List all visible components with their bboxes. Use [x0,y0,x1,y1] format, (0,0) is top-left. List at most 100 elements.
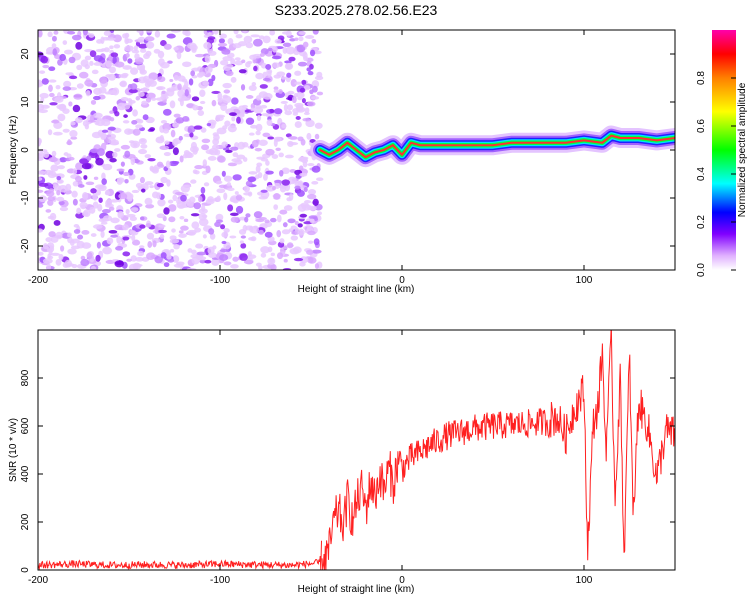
noise-speckle [124,150,131,158]
noise-speckle [234,191,239,195]
noise-speckle [84,79,94,87]
noise-speckle [169,238,180,244]
noise-speckle [120,161,125,167]
noise-speckle [147,241,153,248]
noise-speckle [202,80,209,86]
noise-speckle [107,90,117,95]
noise-speckle [273,192,281,200]
noise-speckle [119,80,128,88]
noise-speckle [96,39,103,44]
snr-y-tick-label: 600 [20,417,31,434]
noise-speckle [46,190,55,197]
noise-speckle [264,231,273,238]
noise-speckle [52,48,58,56]
noise-speckle [239,240,244,244]
noise-speckle [38,189,44,193]
noise-speckle [66,30,76,35]
noise-speckle [38,228,44,233]
noise-speckle [174,191,184,196]
noise-speckle [251,139,259,148]
noise-speckle [101,178,107,186]
noise-speckle [301,79,307,86]
noise-speckle [201,214,208,219]
noise-speckle [74,117,83,124]
noise-speckle [149,166,159,173]
noise-speckle [129,83,138,90]
noise-speckle [255,123,263,132]
snr-y-tick-label: 200 [20,513,31,530]
noise-speckle [57,113,66,122]
noise-speckle [188,78,194,86]
noise-speckle [97,203,103,212]
noise-speckle [139,176,145,184]
noise-speckle [47,129,53,136]
noise-speckle [211,74,216,82]
noise-speckle [230,58,236,65]
snr-x-label: Height of straight line (km) [298,584,415,595]
noise-speckle [286,72,292,78]
noise-speckle [238,69,247,74]
noise-speckle [84,123,90,130]
noise-speckle [219,33,227,39]
noise-speckle [264,219,270,224]
noise-speckle [38,152,45,159]
noise-speckle [289,38,296,42]
noise-speckle [209,233,216,240]
noise-speckle [55,258,62,266]
noise-speckle [227,52,235,59]
noise-speckle [234,60,244,66]
noise-speckle [90,233,97,237]
noise-speckle [224,120,231,127]
noise-speckle [190,70,196,77]
noise-speckle [71,264,78,269]
noise-speckle [110,217,120,224]
noise-speckle [168,216,176,223]
noise-speckle [166,33,176,39]
noise-speckle [190,141,197,150]
colorbar-tick-label: 0.4 [696,167,707,181]
noise-speckle [145,204,155,209]
noise-speckle [48,66,56,72]
noise-speckle [222,125,228,130]
noise-speckle [109,110,114,114]
noise-speckle [285,46,296,55]
noise-speckle [299,213,308,218]
noise-speckle [39,70,46,74]
noise-speckle [98,197,103,203]
noise-speckle [253,65,258,72]
noise-speckle [248,85,257,91]
noise-speckle [100,133,107,141]
noise-speckle [291,96,297,104]
snr-x-tick-label: 100 [576,575,593,586]
noise-speckle [204,259,212,264]
noise-speckle [299,256,309,264]
noise-speckle [138,148,148,155]
noise-speckle [316,177,324,182]
noise-speckle [129,230,137,235]
noise-speckle [144,154,152,159]
noise-speckle [232,174,242,181]
noise-speckle [141,100,148,106]
noise-speckle [75,41,83,50]
noise-speckle [261,113,269,117]
noise-speckle [116,235,122,244]
noise-speckle [183,184,192,188]
noise-speckle [70,121,76,126]
noise-speckle [89,114,95,123]
noise-speckle [84,64,90,70]
noise-speckle [149,127,156,132]
noise-speckle [186,198,192,206]
noise-speckle [79,158,89,165]
noise-speckle [164,140,170,145]
noise-speckle [109,199,119,203]
noise-speckle [310,96,320,100]
noise-speckle [250,34,260,38]
noise-speckle [58,200,65,206]
noise-speckle [149,185,154,189]
noise-speckle [82,211,89,217]
noise-speckle [112,56,117,65]
noise-speckle [58,103,67,112]
noise-speckle [56,176,62,181]
noise-speckle [208,228,215,235]
